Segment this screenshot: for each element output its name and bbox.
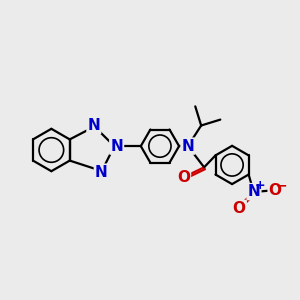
- Text: N: N: [95, 165, 108, 180]
- Text: O: O: [269, 183, 282, 198]
- Text: O: O: [177, 170, 190, 185]
- Text: −: −: [276, 178, 287, 192]
- Text: N: N: [88, 118, 100, 133]
- Text: +: +: [254, 178, 265, 192]
- Text: N: N: [248, 184, 260, 199]
- Text: N: N: [182, 139, 194, 154]
- Text: N: N: [110, 139, 123, 154]
- Text: O: O: [233, 201, 246, 216]
